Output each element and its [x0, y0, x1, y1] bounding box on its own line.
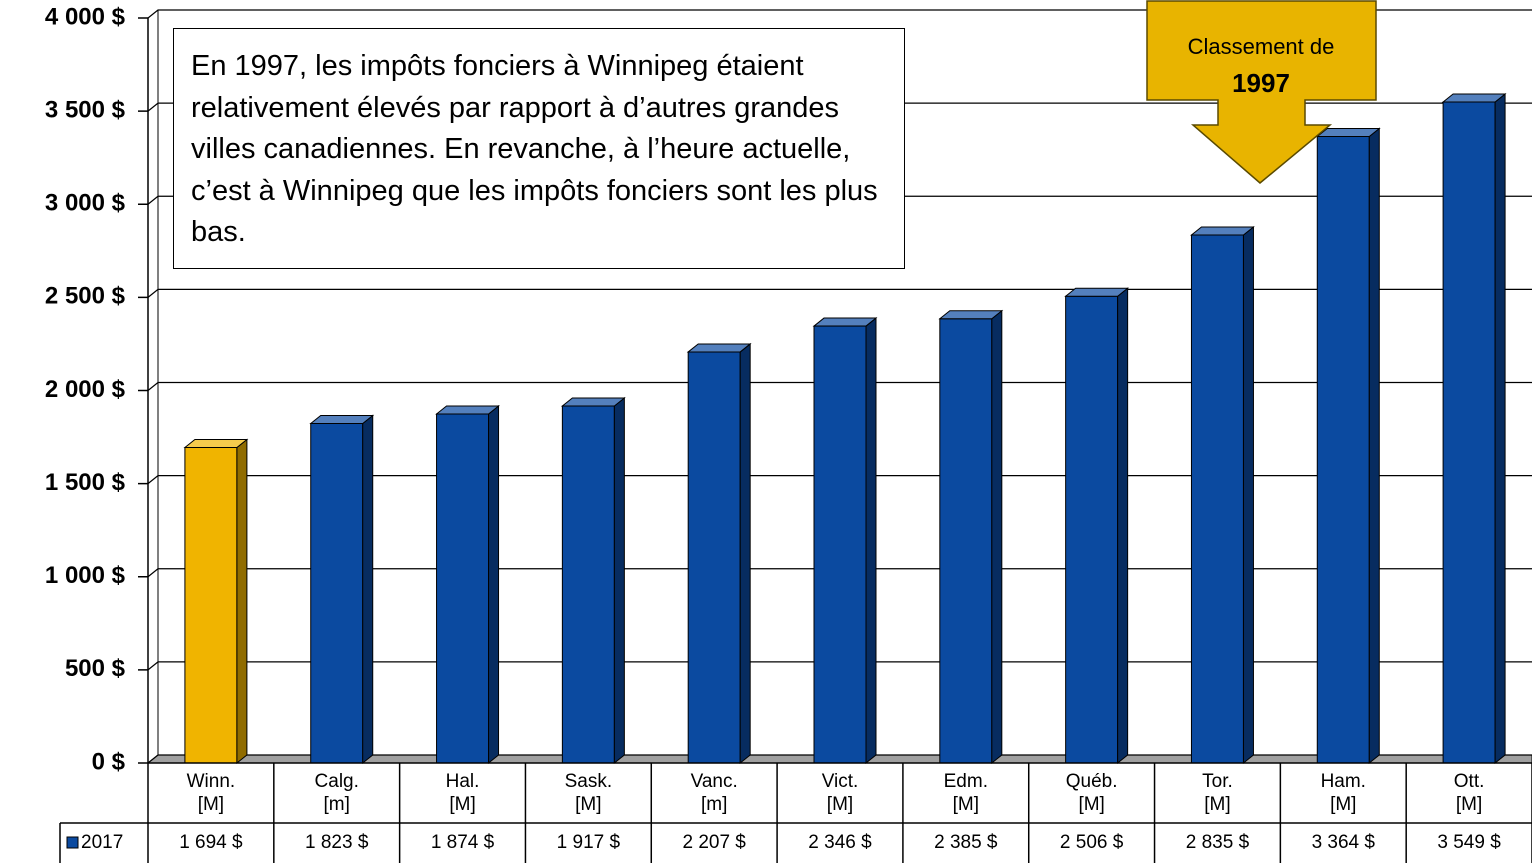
bar	[1065, 295, 1119, 764]
x-tick-label: [m]	[324, 794, 350, 815]
grid-line	[147, 102, 1532, 112]
y-tick-label: 4 000 $	[45, 3, 126, 30]
x-tick-label: [M]	[1204, 794, 1230, 815]
bar-side	[739, 342, 751, 765]
bar-top	[1190, 226, 1255, 236]
legend-swatch	[66, 836, 79, 849]
grid-line	[147, 9, 1532, 19]
bar	[436, 413, 490, 764]
annotation-box: En 1997, les impôts fonciers à Winnipeg …	[173, 28, 905, 269]
x-tick-label: [m]	[701, 794, 727, 815]
x-tick-label: Vanc.	[691, 771, 738, 792]
y-tick-label: 1 000 $	[45, 562, 126, 589]
bar-side	[1368, 127, 1380, 765]
x-tick-label: Hal.	[446, 771, 480, 792]
x-tick-label: [M]	[449, 794, 475, 815]
x-tick-label: Winn.	[187, 771, 236, 792]
x-tick-label: Ott.	[1454, 771, 1485, 792]
x-tick-label: [M]	[1078, 794, 1104, 815]
data-label: 3 549 $	[1437, 832, 1501, 853]
bar	[1190, 234, 1244, 764]
bar-side	[488, 404, 500, 765]
data-label: 1 917 $	[557, 832, 621, 853]
bar	[1442, 101, 1496, 764]
y-tick-label: 2 000 $	[45, 376, 126, 403]
data-label: 1 823 $	[305, 832, 369, 853]
bar-top	[309, 414, 375, 424]
bar-top	[938, 310, 1004, 320]
data-label: 2 346 $	[808, 832, 872, 853]
y-tick-label: 3 500 $	[45, 96, 126, 123]
y-tick-label: 500 $	[65, 655, 126, 682]
data-label: 2 385 $	[934, 832, 998, 853]
bar-top	[1315, 127, 1381, 137]
bar-side	[613, 396, 625, 765]
data-label: 2 835 $	[1186, 832, 1250, 853]
x-tick-label: Ham.	[1321, 771, 1366, 792]
bar	[687, 351, 741, 764]
x-tick-label: Tor.	[1202, 771, 1233, 792]
x-tick-label: [M]	[953, 794, 979, 815]
data-label: 2 506 $	[1060, 832, 1124, 853]
bar-side	[362, 414, 374, 765]
bar-side	[991, 309, 1003, 765]
bar-top	[686, 343, 752, 353]
y-tick-label: 1 500 $	[45, 469, 126, 496]
y-tick-label: 2 500 $	[45, 283, 126, 310]
x-tick-label: Vict.	[822, 771, 859, 792]
x-tick-label: Calg.	[315, 771, 359, 792]
bar	[813, 325, 867, 764]
callout-arrow	[1146, 0, 1377, 184]
x-tick-label: [M]	[1330, 794, 1356, 815]
x-tick-label: Québ.	[1066, 771, 1118, 792]
bar	[939, 318, 993, 764]
x-tick-label: [M]	[1456, 794, 1482, 815]
bar	[184, 446, 238, 764]
data-label: 1 694 $	[179, 832, 243, 853]
data-label: 3 364 $	[1312, 832, 1376, 853]
legend-label: 2017	[81, 832, 123, 853]
data-label: 1 874 $	[431, 832, 495, 853]
grid-line	[147, 195, 1532, 205]
bar-side	[236, 438, 248, 765]
x-tick-label: [M]	[827, 794, 853, 815]
bar-side	[865, 317, 877, 765]
bar-top	[1064, 287, 1130, 297]
bar	[1316, 135, 1370, 764]
callout-text: Classement de	[1188, 34, 1335, 59]
x-tick-label: [M]	[198, 794, 224, 815]
y-tick-label: 3 000 $	[45, 190, 126, 217]
bar-top	[1441, 93, 1507, 103]
bar-top	[183, 438, 249, 448]
x-tick-label: Sask.	[565, 771, 613, 792]
callout-year: 1997	[1232, 68, 1290, 98]
bar-top	[560, 397, 626, 407]
data-label: 2 207 $	[682, 832, 746, 853]
bar-top	[435, 405, 500, 415]
x-tick-label: [M]	[575, 794, 601, 815]
bar	[561, 405, 615, 764]
bar-side	[1494, 92, 1506, 765]
y-tick-label: 0 $	[92, 748, 126, 775]
bar-side	[1242, 225, 1254, 765]
bar	[310, 422, 364, 764]
bar-side	[1117, 287, 1129, 765]
bar-top	[812, 317, 878, 327]
x-tick-label: Edm.	[944, 771, 988, 792]
